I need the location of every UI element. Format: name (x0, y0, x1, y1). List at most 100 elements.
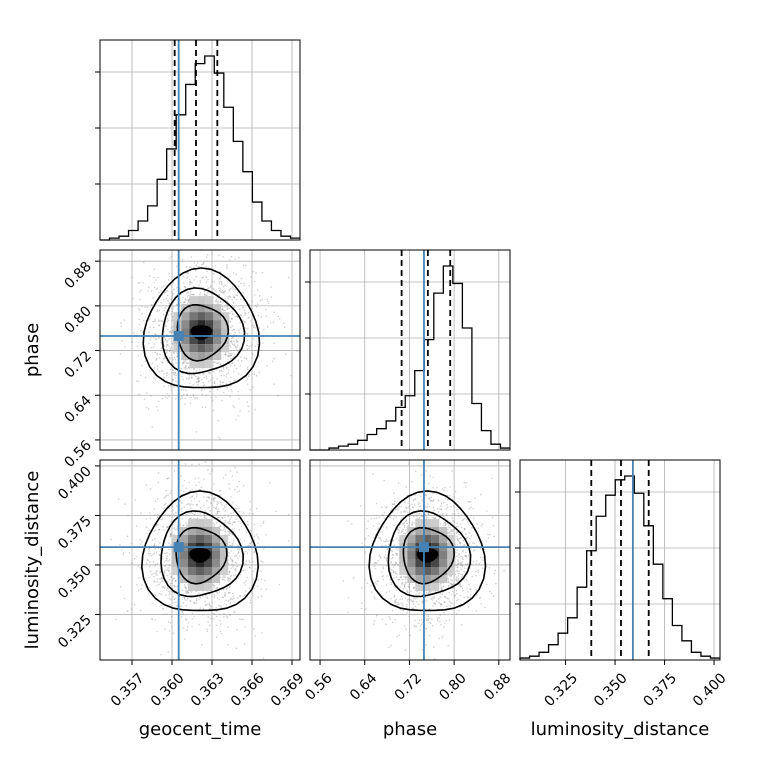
sample-point (429, 590, 431, 593)
sample-point (465, 554, 467, 557)
density-cell (415, 519, 424, 527)
sample-point (164, 357, 166, 360)
sample-point (456, 508, 458, 511)
sample-point (460, 555, 462, 558)
sample-point (160, 320, 162, 322)
sample-point (182, 378, 185, 381)
sample-point (165, 559, 167, 562)
sample-point (231, 310, 233, 313)
sample-point (438, 601, 441, 604)
sample-point (380, 556, 382, 559)
sample-point (467, 591, 469, 593)
sample-point (213, 361, 215, 363)
sample-point (222, 291, 225, 294)
sample-point (235, 294, 237, 297)
sample-point (442, 626, 445, 628)
sample-point (185, 272, 188, 274)
sample-point (450, 601, 452, 604)
sample-point (149, 561, 151, 563)
sample-point (228, 352, 230, 354)
sample-point (207, 287, 209, 290)
sample-point (183, 584, 186, 586)
sample-point (366, 582, 369, 584)
sample-point (231, 560, 234, 562)
sample-point (393, 500, 396, 503)
sample-point (246, 576, 249, 579)
sample-point (219, 288, 222, 290)
sample-point (222, 308, 224, 310)
sample-point (235, 569, 237, 572)
sample-point (405, 582, 408, 584)
sample-point (165, 514, 167, 516)
sample-point (169, 337, 171, 340)
sample-point (172, 595, 175, 598)
sample-point (394, 561, 397, 563)
sample-point (169, 534, 172, 537)
sample-point (229, 575, 232, 578)
sample-point (432, 476, 435, 479)
sample-point (192, 503, 194, 506)
panel-frame (99, 39, 301, 241)
sample-point (228, 289, 231, 292)
sample-point (219, 363, 222, 365)
sample-point (149, 275, 151, 277)
sample-point (460, 624, 463, 626)
sample-point (186, 292, 188, 294)
sample-point (153, 343, 156, 345)
sample-point (115, 618, 117, 621)
sample-point (169, 582, 172, 585)
sample-point (164, 338, 167, 341)
sample-point (135, 555, 137, 558)
sample-point (231, 563, 233, 566)
sample-point (265, 534, 267, 536)
sample-point (185, 587, 187, 589)
sample-point (238, 507, 240, 510)
sample-point (164, 291, 166, 294)
sample-point (174, 586, 177, 588)
sample-point (136, 583, 138, 586)
sample-point (240, 356, 242, 358)
sample-point (234, 316, 236, 318)
sample-point (137, 355, 140, 357)
sample-point (252, 570, 254, 573)
sample-point (167, 299, 169, 302)
sample-point (218, 361, 220, 363)
sample-point (211, 382, 214, 384)
sample-point (268, 482, 271, 484)
sample-point (194, 269, 197, 272)
sample-point (452, 505, 455, 507)
sample-point (487, 537, 490, 539)
sample-point (479, 596, 482, 599)
sample-point (137, 589, 140, 591)
sample-point (430, 598, 433, 600)
sample-point (145, 392, 148, 394)
sample-point (225, 353, 227, 356)
sample-point (381, 545, 384, 547)
sample-point (216, 378, 218, 380)
sample-point (162, 608, 164, 610)
sample-point (205, 394, 208, 397)
sample-point (446, 504, 448, 506)
sample-point (216, 362, 218, 365)
sample-point (139, 374, 142, 377)
sample-point (144, 306, 146, 309)
sample-point (171, 378, 174, 381)
sample-point (247, 523, 249, 526)
sample-point (180, 389, 183, 391)
sample-point (224, 290, 226, 293)
density-cell (196, 527, 204, 535)
density-cell (407, 567, 416, 575)
sample-point (185, 599, 187, 601)
sample-point (221, 517, 224, 520)
sample-point (218, 604, 220, 607)
sample-point (222, 366, 225, 368)
sample-point (233, 574, 235, 577)
sample-point (287, 514, 290, 516)
sample-point (192, 393, 195, 396)
sample-point (234, 568, 236, 570)
sample-point (418, 592, 420, 595)
sample-point (165, 344, 168, 347)
sample-point (160, 593, 162, 595)
sample-point (230, 516, 232, 519)
